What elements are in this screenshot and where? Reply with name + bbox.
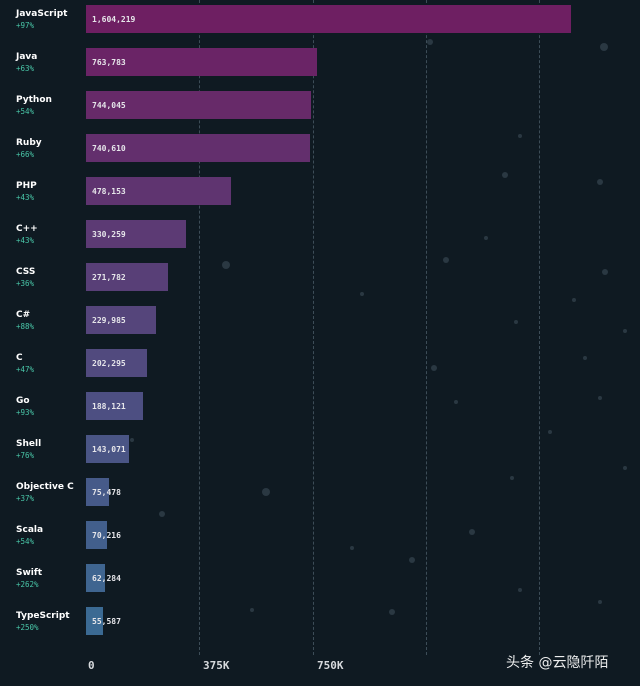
growth-label: +63% xyxy=(16,64,35,73)
bar xyxy=(86,564,105,592)
background-dot xyxy=(262,488,270,496)
growth-label: +47% xyxy=(16,365,35,374)
category-label: Python xyxy=(16,95,52,105)
background-dot xyxy=(360,292,364,296)
bar-value-label: 143,071 xyxy=(92,445,126,454)
background-dot xyxy=(222,261,230,269)
background-dot xyxy=(598,396,602,400)
category-label: PHP xyxy=(16,181,37,191)
category-label: CSS xyxy=(16,267,36,277)
growth-label: +97% xyxy=(16,21,35,30)
bar xyxy=(86,5,571,33)
x-tick-label: 0 xyxy=(88,659,95,672)
category-label: Go xyxy=(16,396,30,406)
background-dot xyxy=(427,39,433,45)
background-dot xyxy=(598,600,602,604)
background-dot xyxy=(469,529,475,535)
bar xyxy=(86,177,231,205)
category-label: Swift xyxy=(16,568,43,578)
background-dot xyxy=(514,320,518,324)
bar-value-label: 740,610 xyxy=(92,144,126,153)
bar xyxy=(86,607,103,635)
growth-label: +36% xyxy=(16,279,35,288)
gridline xyxy=(199,0,200,655)
background-dot xyxy=(597,179,603,185)
background-dot xyxy=(389,609,395,615)
gridline xyxy=(313,0,314,655)
bar-value-label: 55,587 xyxy=(92,617,121,626)
background-dot xyxy=(250,608,254,612)
bar-value-label: 70,216 xyxy=(92,531,121,540)
bar-value-label: 1,604,219 xyxy=(92,15,136,24)
background-dot xyxy=(443,257,449,263)
growth-label: +88% xyxy=(16,322,35,331)
bar xyxy=(86,263,169,291)
category-label: C++ xyxy=(16,224,38,234)
bar-value-label: 478,153 xyxy=(92,187,126,196)
bar xyxy=(86,521,108,549)
background-dot xyxy=(431,365,437,371)
x-tick-label: 750K xyxy=(317,659,344,672)
background-dot xyxy=(623,466,627,470)
category-label: C# xyxy=(16,310,31,320)
category-label: JavaScript xyxy=(16,9,68,19)
growth-label: +66% xyxy=(16,150,35,159)
bar xyxy=(86,478,109,506)
category-label: Java xyxy=(16,52,38,62)
gridline xyxy=(539,0,540,655)
growth-label: +43% xyxy=(16,193,35,202)
watermark: 头条 @云隐阡陌 xyxy=(506,655,609,671)
growth-label: +250% xyxy=(16,623,39,632)
background-dot xyxy=(159,511,165,517)
bar-value-label: 271,782 xyxy=(92,273,126,282)
bar-value-label: 62,284 xyxy=(92,574,121,583)
background-dot xyxy=(623,329,627,333)
category-label: Shell xyxy=(16,439,42,449)
gridline xyxy=(426,0,427,655)
bar xyxy=(86,392,143,420)
bar xyxy=(86,134,310,162)
bar-value-label: 763,783 xyxy=(92,58,126,67)
growth-label: +262% xyxy=(16,580,39,589)
background-dot xyxy=(510,476,514,480)
growth-label: +76% xyxy=(16,451,35,460)
bar xyxy=(86,220,186,248)
background-dot xyxy=(602,269,608,275)
category-label: Objective C xyxy=(16,482,74,492)
background-dot xyxy=(409,557,415,563)
bar-value-label: 229,985 xyxy=(92,316,126,325)
growth-label: +37% xyxy=(16,494,35,503)
category-label: C xyxy=(16,353,23,363)
background-dot xyxy=(572,298,576,302)
growth-label: +93% xyxy=(16,408,35,417)
growth-label: +54% xyxy=(16,537,35,546)
growth-label: +54% xyxy=(16,107,35,116)
category-label: TypeScript xyxy=(16,611,70,621)
background-dot xyxy=(350,546,354,550)
category-label: Ruby xyxy=(16,138,42,148)
bar-value-label: 744,045 xyxy=(92,101,126,110)
category-label: Scala xyxy=(16,525,44,535)
bar xyxy=(86,306,156,334)
background-dot xyxy=(502,172,508,178)
bar xyxy=(86,91,311,119)
bar-value-label: 202,295 xyxy=(92,359,126,368)
bar-value-label: 75,478 xyxy=(92,488,121,497)
bar-value-label: 188,121 xyxy=(92,402,126,411)
bar xyxy=(86,48,317,76)
background-dot xyxy=(583,356,587,360)
bar-value-label: 330,259 xyxy=(92,230,126,239)
background-dot xyxy=(130,438,134,442)
background-dot xyxy=(518,588,522,592)
growth-label: +43% xyxy=(16,236,35,245)
background-dot xyxy=(518,134,522,138)
x-tick-label: 375K xyxy=(203,659,230,672)
background-dot xyxy=(454,400,458,404)
background-dot xyxy=(600,43,608,51)
background-dot xyxy=(548,430,552,434)
bar xyxy=(86,435,130,463)
bar xyxy=(86,349,148,377)
background-dot xyxy=(484,236,488,240)
